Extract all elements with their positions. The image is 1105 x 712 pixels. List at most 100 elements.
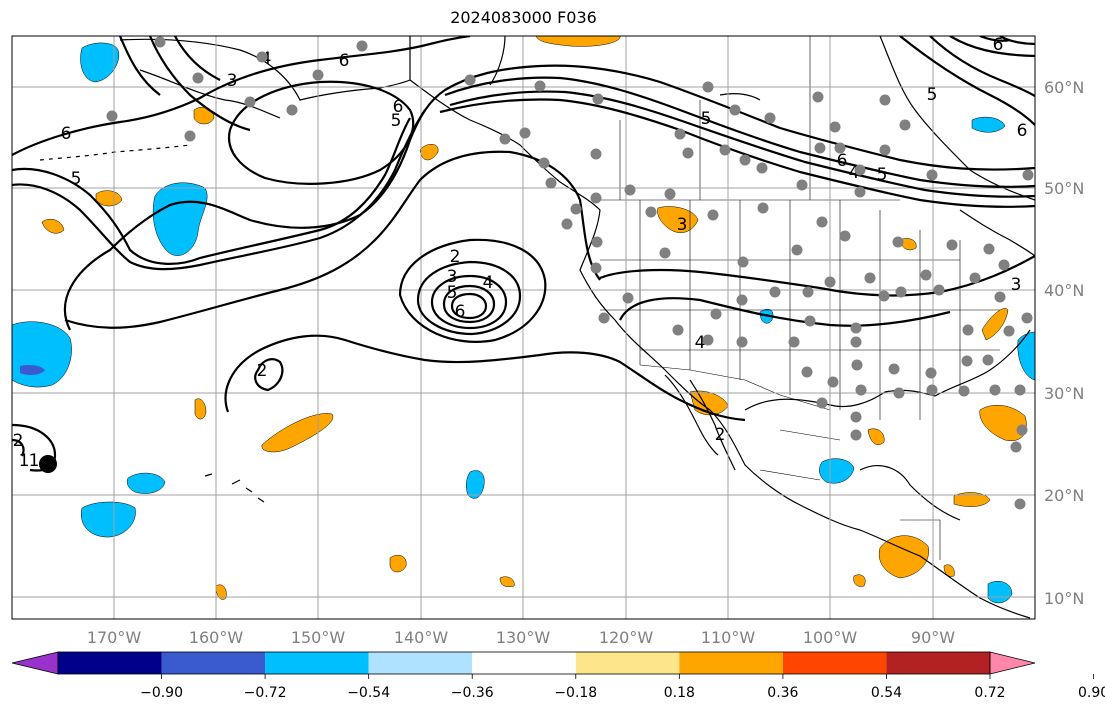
station-marker: [184, 130, 196, 142]
station-marker: [757, 202, 769, 214]
contour-line: [899, 36, 1035, 126]
station-marker: [719, 144, 731, 156]
hawaii-islands: [204, 473, 265, 503]
station-marker: [710, 308, 722, 320]
station-marker: [707, 209, 719, 221]
lon-tick-label: 140°W: [394, 628, 449, 647]
colorbar-outline: [57, 651, 991, 675]
positive-anomaly-area: [981, 308, 1009, 341]
contour-label: 1: [19, 451, 30, 471]
station-marker: [851, 359, 863, 371]
contour-label: 2: [715, 425, 726, 445]
station-marker: [106, 110, 118, 122]
positive-anomaly-area: [41, 219, 65, 234]
contour-label: 3: [447, 267, 458, 287]
station-marker: [244, 96, 256, 108]
colorbar-segment: [161, 652, 266, 674]
station-marker: [812, 91, 824, 103]
station-marker: [926, 169, 938, 181]
station-marker: [1022, 169, 1034, 181]
map-frame: [11, 35, 1036, 620]
contour-line: [450, 292, 488, 320]
contour-label: 2: [13, 431, 24, 451]
contour-label: 2: [450, 247, 461, 267]
contour-line: [999, 36, 1035, 46]
positive-anomaly-area: [389, 555, 407, 573]
negative-anomaly-area: [466, 470, 485, 499]
positive-anomaly-area: [194, 398, 207, 420]
lon-tick-label: 160°W: [189, 628, 244, 647]
station-marker: [788, 336, 800, 348]
positive-anomaly-area: [953, 492, 991, 507]
positive-anomaly-area: [878, 535, 929, 579]
contour-line: [64, 64, 1035, 331]
station-marker: [286, 104, 298, 116]
station-marker: [1014, 498, 1026, 510]
station-marker: [545, 177, 557, 189]
station-marker: [356, 40, 368, 52]
station-marker: [854, 186, 866, 198]
station-marker: [499, 133, 511, 145]
colorbar-tick-label: 0.90: [1078, 685, 1105, 701]
lat-tick-label: 10°N: [1044, 589, 1084, 608]
colorbar-tick-label: −0.18: [554, 685, 597, 701]
positive-anomaly-area: [899, 238, 917, 251]
station-marker: [764, 112, 776, 124]
lon-tick-label: 120°W: [599, 628, 654, 647]
station-marker: [864, 272, 876, 284]
station-marker: [824, 276, 836, 288]
contour-label: 5: [877, 165, 888, 185]
colorbar-tick-label: −0.54: [347, 685, 390, 701]
contour-label: 4: [695, 333, 706, 353]
low-center-marker: [39, 455, 57, 473]
lon-tick-label: 90°W: [911, 628, 955, 647]
colorbar-segments: [11, 651, 1036, 675]
station-marker: [827, 376, 839, 388]
negative-anomaly-area: [126, 472, 166, 494]
station-marker: [961, 355, 973, 367]
colorbar-extend-low: [11, 651, 59, 675]
contour-label: 3: [677, 215, 688, 235]
contour-line: [148, 36, 251, 132]
station-marker: [256, 51, 268, 63]
station-marker: [989, 384, 1001, 396]
station-marker: [538, 157, 550, 169]
station-marker: [850, 322, 862, 334]
contour-label: 5: [447, 283, 458, 303]
contour-line: [929, 36, 1035, 97]
lon-tick-label: 130°W: [496, 628, 551, 647]
station-marker: [829, 121, 841, 133]
contour-line: [439, 98, 1035, 208]
contour-line: [449, 90, 1035, 198]
station-marker: [1021, 312, 1033, 324]
station-marker: [682, 147, 694, 159]
colorbar-segment: [368, 652, 473, 674]
station-marker: [598, 312, 610, 324]
contour-line: [12, 109, 426, 271]
station-marker: [920, 269, 932, 281]
contour-label: 1: [29, 451, 40, 471]
station-marker: [674, 128, 686, 140]
contour-line: [254, 358, 284, 392]
station-marker: [895, 286, 907, 298]
north-america-coastline: [664, 374, 719, 456]
contour-line: [227, 80, 415, 185]
negative-anomaly-area: [20, 365, 45, 375]
station-marker: [893, 387, 905, 399]
station-marker: [737, 256, 749, 268]
station-marker: [791, 244, 803, 256]
contour-line: [398, 238, 547, 343]
station-marker: [769, 286, 781, 298]
station-marker: [958, 385, 970, 397]
station-marker: [702, 81, 714, 93]
colorbar-segment: [472, 652, 576, 674]
lat-tick-label: 50°N: [1044, 179, 1084, 198]
state-border: [639, 200, 791, 395]
positive-anomaly-area: [943, 564, 955, 577]
lon-tick-label: 100°W: [803, 628, 858, 647]
station-marker: [645, 206, 657, 218]
station-marker: [962, 324, 974, 336]
lat-tick-label: 30°N: [1044, 384, 1084, 403]
contour-label: 6: [993, 35, 1004, 55]
station-marker: [892, 236, 904, 248]
